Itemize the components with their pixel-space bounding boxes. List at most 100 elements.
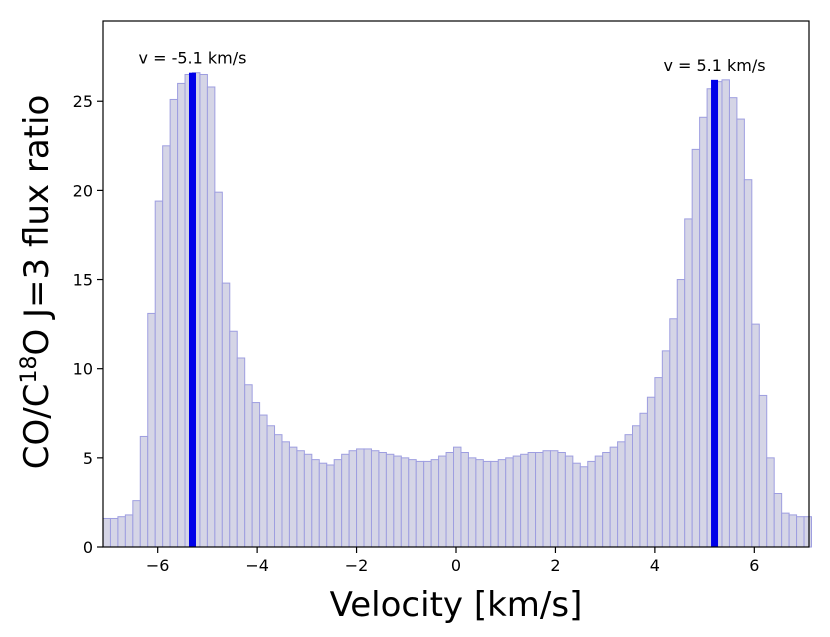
- histogram-bar: [139, 435, 149, 548]
- histogram-bar: [661, 350, 671, 548]
- y-axis-title: CO/C18O J=3 flux ratio: [17, 95, 57, 470]
- histogram-bar: [109, 517, 119, 548]
- histogram-bar: [348, 450, 358, 548]
- histogram-bar: [736, 118, 745, 548]
- histogram-bar: [505, 457, 514, 548]
- histogram-bar: [721, 79, 730, 548]
- histogram-bar: [311, 459, 320, 548]
- histogram-bar: [773, 493, 783, 548]
- y-axis-title-rest: O J=3 flux ratio: [17, 95, 57, 356]
- histogram-bar: [303, 453, 313, 548]
- histogram-bar: [549, 450, 559, 548]
- histogram-bar: [430, 459, 440, 548]
- histogram-bar: [445, 451, 455, 548]
- histogram-bar: [288, 446, 298, 548]
- histogram-bar: [124, 514, 134, 548]
- histogram-bar: [632, 425, 641, 548]
- x-tick-label: 0: [451, 556, 461, 575]
- histogram-bar: [162, 145, 171, 548]
- histogram-bar: [341, 453, 350, 548]
- histogram-bar: [482, 460, 492, 548]
- histogram-bar: [617, 441, 626, 548]
- y-axis-title-superscript: 18: [17, 356, 42, 384]
- x-tick-label: 6: [749, 556, 759, 575]
- histogram-bar: [602, 451, 611, 548]
- histogram-bar: [624, 434, 633, 548]
- histogram-bar: [132, 500, 141, 548]
- histogram-bar: [400, 457, 410, 548]
- histogram-bar: [796, 516, 805, 548]
- histogram-bar: [259, 414, 268, 548]
- histogram-bar: [251, 402, 261, 548]
- histogram-bar: [520, 453, 529, 548]
- histogram-bar: [385, 453, 395, 548]
- histogram-bar: [266, 425, 276, 548]
- histogram-bar: [206, 86, 216, 548]
- histogram-bar: [221, 282, 231, 548]
- histogram-bar: [564, 455, 574, 548]
- histogram-bar: [609, 446, 619, 548]
- velocity-marker-label: v = -5.1 km/s: [139, 49, 247, 68]
- y-tick-label: 25: [73, 92, 93, 111]
- histogram-bar: [169, 98, 179, 548]
- histogram-bar: [579, 466, 589, 548]
- x-tick-label: −4: [245, 556, 269, 575]
- velocity-marker-line: [711, 79, 719, 548]
- x-tick-label: −6: [146, 556, 170, 575]
- histogram-bar: [676, 279, 686, 548]
- histogram-bar: [281, 441, 290, 548]
- histogram-bar: [594, 455, 604, 548]
- histogram-bar: [453, 446, 462, 548]
- histogram-bar: [467, 457, 477, 548]
- histogram-bar: [646, 396, 656, 548]
- histogram-bar: [274, 434, 283, 548]
- x-tick-label: 2: [550, 556, 560, 575]
- histogram-bar: [699, 116, 708, 548]
- histogram-bar: [363, 448, 372, 548]
- histogram-bar: [751, 323, 760, 548]
- histogram-bar: [728, 97, 738, 548]
- histogram-bar: [370, 450, 380, 548]
- histogram-bar: [154, 200, 164, 548]
- histogram-bar: [572, 462, 581, 548]
- y-axis-title-main: CO/C: [17, 384, 57, 470]
- y-tick-label: 10: [73, 360, 93, 379]
- histogram-bar: [475, 459, 484, 548]
- histogram-bar: [214, 191, 223, 548]
- x-axis-title: Velocity [km/s]: [330, 585, 583, 625]
- velocity-markers: v = -5.1 km/s v = 5.1 km/s: [139, 49, 766, 548]
- histogram-bar: [691, 148, 701, 548]
- y-tick-label: 5: [83, 449, 93, 468]
- histogram-bar: [423, 460, 432, 548]
- histogram-bar: [296, 450, 305, 548]
- histogram-bar: [669, 318, 678, 548]
- histogram-bar: [490, 460, 499, 548]
- histogram-bar: [199, 73, 208, 548]
- histogram-bar: [527, 451, 537, 548]
- y-axis-ticks: 0 5 10 15 20 25: [73, 92, 103, 557]
- histogram-bar: [147, 312, 156, 548]
- histogram-bar: [102, 517, 111, 548]
- histogram-bar: [535, 451, 544, 548]
- x-tick-label: −2: [345, 556, 369, 575]
- histogram-bar: [788, 514, 798, 548]
- histogram-bar: [393, 455, 402, 548]
- histogram-bar: [415, 460, 425, 548]
- histogram-bar: [758, 394, 768, 548]
- histogram-bar: [654, 377, 663, 548]
- histogram-bar: [236, 357, 246, 548]
- histogram-bar: [803, 516, 812, 548]
- velocity-marker-label: v = 5.1 km/s: [663, 56, 765, 75]
- histogram-bar: [542, 450, 551, 548]
- histogram-bar: [229, 330, 238, 548]
- histogram-bar: [177, 82, 186, 548]
- y-tick-label: 0: [83, 538, 93, 557]
- histogram-bar: [117, 516, 126, 548]
- histogram-bar: [244, 384, 253, 548]
- histogram-bar: [326, 464, 335, 548]
- histogram-bar: [333, 459, 343, 548]
- y-tick-label: 15: [73, 271, 93, 290]
- histogram-bar: [587, 460, 596, 548]
- histogram-bar: [766, 457, 775, 548]
- histogram-bar: [497, 459, 507, 548]
